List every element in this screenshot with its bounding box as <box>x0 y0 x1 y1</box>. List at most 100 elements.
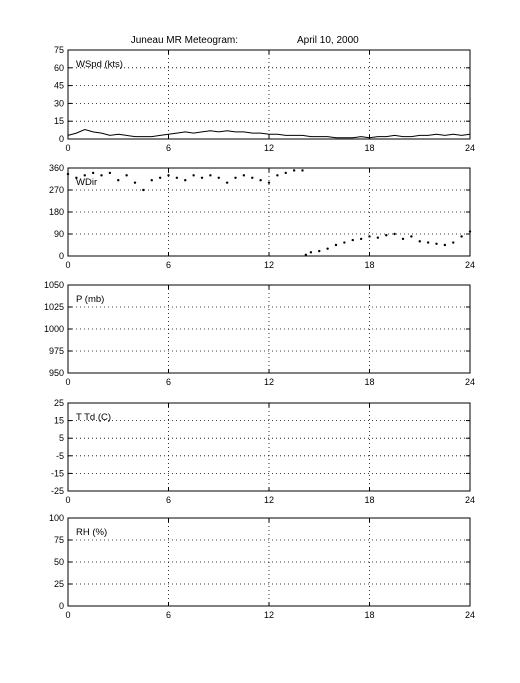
scatter-point <box>234 176 237 179</box>
y-tick-label: 950 <box>49 368 64 378</box>
y-tick-label: 75 <box>54 535 64 545</box>
panel-wspd: 0 6 12 18 24 0 15 30 45 60 75 WSpd (kts) <box>54 45 475 153</box>
y-tick-label: 75 <box>54 45 64 55</box>
y-tick-label: 25 <box>54 579 64 589</box>
scatter-point <box>133 181 137 184</box>
scatter-point <box>284 171 287 175</box>
scatter-point <box>292 169 296 172</box>
scatter-point <box>192 174 195 177</box>
y-tick-label: -15 <box>51 468 64 478</box>
scatter-point <box>75 176 78 179</box>
x-tick-label: 24 <box>465 143 475 153</box>
scatter-point <box>393 232 396 236</box>
x-tick-label: 12 <box>264 377 274 387</box>
x-tick-label: 12 <box>264 610 274 620</box>
scatter-point <box>242 174 246 177</box>
x-tick-label: 6 <box>166 610 171 620</box>
y-tick-label: 15 <box>54 416 64 426</box>
panel-temp: 0 6 12 18 24 -25 -15 -5 5 15 25 T Td (C) <box>51 398 475 505</box>
scatter-point <box>435 242 438 245</box>
scatter-point <box>167 174 170 177</box>
panel-pres: 0 6 12 18 24 950 975 1000 1025 1050 P (mb) <box>44 280 475 387</box>
y-tick-label: 90 <box>54 229 64 239</box>
x-tick-label: 6 <box>166 143 171 153</box>
scatter-point <box>175 176 179 179</box>
scatter-point <box>426 241 430 244</box>
scatter-point <box>452 241 455 244</box>
scatter-point <box>259 179 262 182</box>
scatter-point <box>410 235 413 238</box>
scatter-point <box>150 179 153 182</box>
x-tick-label: 18 <box>364 143 374 153</box>
y-tick-label: 0 <box>59 601 64 611</box>
scatter-point <box>304 253 308 256</box>
scatter-point <box>376 236 380 239</box>
scatter-point <box>326 247 329 250</box>
series-line <box>67 128 471 139</box>
x-tick-label: 12 <box>264 260 274 270</box>
y-tick-label: 25 <box>54 398 64 408</box>
y-tick-label: 50 <box>54 557 64 567</box>
panel-label: WDir <box>76 177 97 188</box>
y-tick-label: 1050 <box>44 280 64 290</box>
x-tick-label: 0 <box>65 260 70 270</box>
y-tick-label: 5 <box>59 433 64 443</box>
y-tick-label: 45 <box>54 81 64 91</box>
y-tick-label: 180 <box>49 207 64 217</box>
x-tick-label: 18 <box>364 260 374 270</box>
scatter-point <box>100 174 103 177</box>
scatter-point <box>225 181 229 184</box>
scatter-point <box>125 174 128 177</box>
y-tick-label: 1000 <box>44 324 64 334</box>
y-tick-label: 60 <box>54 63 64 73</box>
scatter-point <box>359 237 363 241</box>
y-tick-label: 100 <box>49 513 64 523</box>
scatter-point <box>83 174 86 177</box>
x-tick-label: 12 <box>264 143 274 153</box>
x-tick-label: 18 <box>364 495 374 505</box>
figure-title-station: Juneau MR Meteogram: <box>131 35 238 46</box>
y-tick-label: 0 <box>59 251 64 261</box>
figure-title-date: April 10, 2000 <box>297 35 359 46</box>
panel-wdir: 0 6 12 18 24 0 90 180 270 360 WDir <box>49 163 475 270</box>
y-tick-label: 30 <box>54 98 64 108</box>
y-tick-label: 270 <box>49 185 64 195</box>
scatter-point <box>209 174 212 177</box>
scatter-point <box>301 169 304 172</box>
x-tick-label: 0 <box>65 610 70 620</box>
scatter-point <box>200 176 204 179</box>
x-tick-label: 24 <box>465 377 475 387</box>
panel-label: P (mb) <box>76 294 104 305</box>
scatter-point <box>158 176 162 179</box>
panel-label: T Td (C) <box>76 412 111 423</box>
x-tick-label: 12 <box>264 495 274 505</box>
scatter-point <box>460 235 463 238</box>
scatter-point <box>309 251 313 254</box>
y-tick-label: 360 <box>49 163 64 173</box>
scatter-point <box>217 176 220 179</box>
x-tick-label: 0 <box>65 377 70 387</box>
scatter-point <box>368 235 371 238</box>
panel-label: RH (%) <box>76 527 107 538</box>
y-tick-label: -25 <box>51 486 64 496</box>
x-tick-label: 18 <box>364 610 374 620</box>
x-tick-label: 24 <box>465 260 475 270</box>
y-tick-label: 15 <box>54 116 64 126</box>
scatter-point <box>418 240 421 243</box>
scatter-point <box>318 249 321 253</box>
scatter-point <box>343 241 346 244</box>
scatter-point <box>66 172 70 176</box>
scatter-point <box>108 171 112 175</box>
x-tick-label: 0 <box>65 143 70 153</box>
scatter-point <box>251 176 254 179</box>
x-tick-label: 0 <box>65 495 70 505</box>
scatter-point <box>184 179 187 182</box>
y-tick-label: -5 <box>56 451 64 461</box>
y-tick-label: 0 <box>59 134 64 144</box>
scatter-point <box>117 179 120 182</box>
scatter-point <box>468 230 472 233</box>
x-tick-label: 6 <box>166 377 171 387</box>
x-tick-label: 24 <box>465 495 475 505</box>
scatter-point <box>91 171 95 175</box>
scatter-point <box>385 234 388 237</box>
